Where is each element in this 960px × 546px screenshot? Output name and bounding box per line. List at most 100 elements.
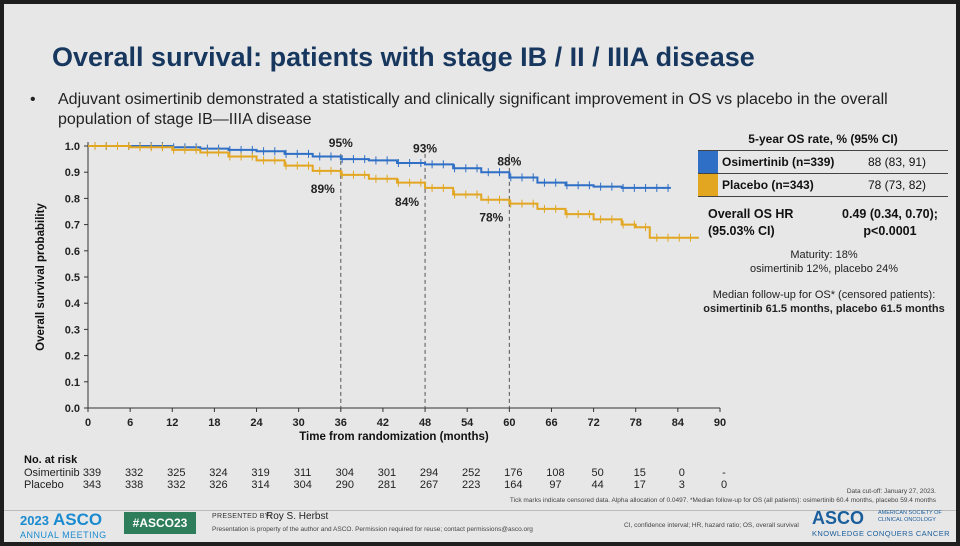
- x-tick-label: 36: [335, 417, 347, 429]
- risk-cell: 294: [419, 467, 439, 479]
- km-chart: 0.0 0.1 0.2 0.3 0.4 0.5 0.6 0.7 0.8 0.9 1.0 0 6 12 18 2…: [35, 136, 726, 443]
- legend-name: Placebo (n=343): [722, 178, 814, 192]
- risk-cell: 0: [720, 479, 728, 491]
- risk-row-osimertinib: Osimertinib 339 332 325 324 319 311 304 301 294 2…: [4, 467, 764, 479]
- risk-cell: 97: [549, 479, 562, 491]
- x-tick-label: 18: [208, 417, 220, 429]
- risk-cell: 0: [678, 467, 685, 479]
- x-tick-label: 42: [377, 417, 389, 429]
- y-tick-label: 0.4: [65, 298, 81, 310]
- hr-value-line1: 0.49 (0.34, 0.70);: [842, 207, 938, 221]
- y-tick-label: 0.2: [65, 351, 80, 363]
- slide: Overall survival: patients with stage IB…: [4, 4, 956, 542]
- annotation-label: 95%: [329, 136, 353, 150]
- bullet-dot: •: [30, 91, 36, 108]
- slide-title: Overall survival: patients with stage IB…: [52, 42, 755, 72]
- y-tick-label: 0.7: [65, 220, 80, 232]
- y-tick-label: 0.5: [65, 272, 80, 284]
- x-tick-label: 78: [630, 417, 642, 429]
- legend-value: 78 (73, 82): [868, 178, 927, 192]
- risk-cell: 17: [633, 479, 646, 491]
- risk-cell: 311: [293, 467, 312, 479]
- risk-cell: 304: [293, 479, 312, 491]
- annotation-label: 88%: [497, 154, 521, 168]
- x-tick-label: 60: [503, 417, 515, 429]
- footer-divider: [4, 510, 956, 511]
- x-tick-label: 54: [461, 417, 474, 429]
- risk-cell: 267: [419, 479, 439, 491]
- risk-cell: -: [722, 467, 726, 479]
- x-tick-label: 12: [166, 417, 178, 429]
- y-tick-label: 0.9: [65, 167, 80, 179]
- data-cutoff-note: Data cut-off: January 27, 2023.: [846, 488, 936, 495]
- x-tick-label: 66: [545, 417, 557, 429]
- risk-cell: 304: [335, 467, 354, 479]
- hr-label-line1: Overall OS HR: [708, 207, 794, 221]
- legend-value: 88 (83, 91): [868, 155, 927, 169]
- maturity-line2: osimertinib 12%, placebo 24%: [750, 263, 898, 275]
- risk-cell: 15: [633, 467, 646, 479]
- risk-cell: 164: [504, 479, 523, 491]
- legend-swatch-osimertinib: [698, 151, 718, 173]
- annotation-label: 78%: [479, 211, 503, 225]
- y-tick-label: 0.8: [65, 193, 80, 205]
- abbreviations-note: CI, confidence interval; HR, hazard rati…: [624, 522, 799, 529]
- risk-cell: 338: [124, 479, 144, 491]
- risk-cell: 252: [462, 467, 481, 479]
- y-axis-label: Overall survival probability: [35, 203, 47, 351]
- presenter-name: Roy S. Herbst: [266, 511, 329, 522]
- risk-cell: 3: [678, 479, 685, 491]
- property-note: Presentation is property of the author a…: [212, 526, 533, 533]
- hashtag-badge: #ASCO23: [124, 512, 196, 534]
- risk-row-label: Osimertinib: [24, 467, 80, 479]
- risk-cell: 332: [124, 467, 144, 479]
- x-tick-label: 30: [293, 417, 305, 429]
- risk-cell: 343: [82, 479, 102, 491]
- annotation-label: 89%: [311, 182, 335, 196]
- asco-tagline: KNOWLEDGE CONQUERS CANCER: [812, 529, 950, 538]
- y-tick-label: 0.3: [65, 324, 80, 336]
- x-tick-label: 6: [127, 417, 133, 429]
- hr-value-line2: p<0.0001: [863, 224, 917, 238]
- asco-society-logo: ASCO AMERICAN SOCIETY OF CLINICAL ONCOLO…: [812, 508, 952, 538]
- tick-marks-note: Tick marks indicate censored data. Alpha…: [509, 497, 936, 504]
- legend-row-placebo: Placebo (n=343) 78 (73, 82): [698, 174, 948, 197]
- asco-society-fullname: AMERICAN SOCIETY OF CLINICAL ONCOLOGY: [878, 510, 942, 523]
- y-tick-label: 1.0: [65, 141, 80, 153]
- asco-name: ASCO: [53, 510, 103, 529]
- risk-cell: 50: [591, 467, 604, 479]
- x-tick-label: 90: [714, 417, 726, 429]
- followup-line1: Median follow-up for OS* (censored patie…: [712, 289, 936, 301]
- risk-cell: 326: [209, 479, 228, 491]
- risk-row-label: Placebo: [24, 479, 64, 491]
- risk-cell: 223: [462, 479, 481, 491]
- y-tick-label: 0.0: [65, 403, 80, 415]
- risk-cell: 176: [504, 467, 523, 479]
- risk-cell: 332: [167, 479, 186, 491]
- asco-meeting: ANNUAL MEETING: [20, 530, 107, 540]
- x-tick-label: 0: [85, 417, 91, 429]
- risk-cell: 301: [377, 467, 397, 479]
- bullet-point: • Adjuvant osimertinib demonstrated a st…: [30, 90, 910, 130]
- os-rate-legend: 5-year OS rate, % (95% CI) Osimertinib (…: [698, 130, 948, 197]
- risk-cell: 290: [335, 479, 354, 491]
- km-curve-placebo: [88, 145, 699, 239]
- followup-note: Median follow-up for OS* (censored patie…: [698, 288, 950, 316]
- maturity-line1: Maturity: 18%: [790, 249, 858, 261]
- asco-annual-meeting-logo: 2023 ASCO ANNUAL MEETING: [20, 510, 110, 540]
- x-tick-label: 48: [419, 417, 431, 429]
- x-tick-label: 24: [250, 417, 263, 429]
- km-curve-osimertinib: [88, 145, 671, 189]
- hr-label: Overall OS HR (95.03% CI): [708, 206, 828, 240]
- hr-label-line2: (95.03% CI): [708, 224, 775, 238]
- risk-cell: 339: [82, 467, 102, 479]
- risk-cell: 324: [209, 467, 228, 479]
- asco-year: 2023: [20, 513, 49, 528]
- annotation-label: 84%: [395, 195, 419, 209]
- maturity-note: Maturity: 18% osimertinib 12%, placebo 2…: [704, 248, 944, 276]
- legend-name: Osimertinib (n=339): [722, 155, 835, 169]
- risk-cell: 319: [251, 467, 270, 479]
- presented-by-label: PRESENTED BY:: [212, 513, 272, 520]
- x-axis-label: Time from randomization (months): [299, 431, 489, 443]
- asco-society-name: ASCO: [812, 508, 865, 528]
